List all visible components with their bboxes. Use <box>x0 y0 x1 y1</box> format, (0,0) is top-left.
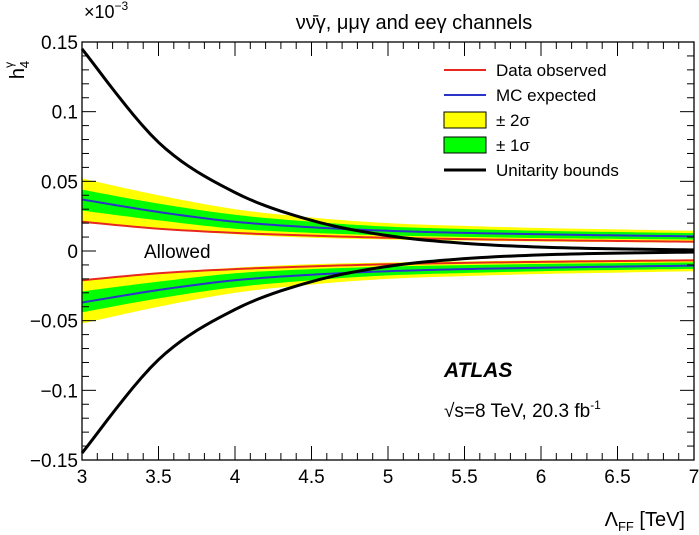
legend-label: MC expected <box>496 86 596 105</box>
x-tick-label: 6 <box>536 467 547 488</box>
y-tick-label: 0.05 <box>41 172 78 193</box>
y-tick-label: −0.05 <box>30 312 78 333</box>
legend-entry: Unitarity bounds <box>444 161 619 180</box>
legend-entry: Data observed <box>444 61 607 80</box>
plot-area <box>80 48 695 454</box>
x-tick-label: 3.5 <box>145 467 171 488</box>
energy-label: √s=8 TeV, 20.3 fb-1 <box>444 398 601 422</box>
energy-label-text: √s=8 TeV, 20.3 fb <box>444 401 590 422</box>
y-tick-label: 0.15 <box>41 33 78 54</box>
data-observed-lower-line <box>81 259 695 282</box>
unitarity-bounds-lower-line <box>80 250 695 454</box>
x-tick-label: 4 <box>230 467 241 488</box>
x-axis-label-unit: [TeV] <box>634 509 685 531</box>
atlas-label: ATLAS <box>443 359 512 382</box>
legend-entry: ± 1σ <box>443 136 531 155</box>
x-tick-label: 4.5 <box>298 467 324 488</box>
energy-label-exponent: -1 <box>590 398 601 412</box>
y-tick-label: 0 <box>67 242 78 263</box>
y-multiplier-base: ×10 <box>84 2 115 22</box>
unitarity-bounds-upper-line <box>80 48 695 252</box>
y-axis-label-sub: 4 <box>17 61 32 68</box>
x-tick-label: 5 <box>383 467 394 488</box>
x-tick-label: 6.5 <box>604 467 630 488</box>
legend-label: ± 2σ <box>496 111 531 130</box>
legend-label: Data observed <box>496 61 607 80</box>
mc-expected-upper-line <box>81 198 695 238</box>
y-tick-label: −0.15 <box>30 451 78 472</box>
band-1sigma-lower <box>82 262 694 313</box>
y-axis-label-main: h <box>7 68 29 79</box>
legend: Data observed MC expected ± 2σ ± 1σ Unitarit… <box>443 61 619 180</box>
y-axis-label-sup: γ <box>2 62 16 68</box>
y-tick-label: 0.1 <box>52 103 78 124</box>
y-multiplier-exponent: −3 <box>115 0 129 13</box>
y-multiplier: ×10−3 <box>84 0 129 22</box>
x-axis-label: ΛFF [TeV] <box>605 509 685 534</box>
mc-expected-lower-line <box>81 264 695 304</box>
legend-label: Unitarity bounds <box>496 161 619 180</box>
x-axis-label-main: Λ <box>605 509 619 531</box>
band-1sigma-upper <box>82 189 694 240</box>
allowed-label: Allowed <box>144 242 211 263</box>
x-axis-label-sub: FF <box>618 519 634 534</box>
x-tick-label: 5.5 <box>451 467 477 488</box>
y-tick-label: −0.1 <box>40 381 78 402</box>
legend-label: ± 1σ <box>496 136 531 155</box>
x-tick-label: 7 <box>689 467 699 488</box>
legend-swatch <box>443 111 487 129</box>
y-axis-label: h4γ <box>2 61 32 79</box>
legend-entry: MC expected <box>444 86 596 105</box>
legend-entry: ± 2σ <box>443 111 531 130</box>
x-tick-label: 3 <box>77 467 88 488</box>
chart-title: νν̄γ, μμγ and eeγ channels <box>296 12 533 34</box>
data-observed-upper-line <box>81 220 695 243</box>
axes: 3 3.5 4 4.5 5 5.5 6 6.5 7 −0.15 −0.1 −0.05 0 0.05 0.1 0… <box>30 33 699 488</box>
legend-swatch <box>443 136 487 154</box>
